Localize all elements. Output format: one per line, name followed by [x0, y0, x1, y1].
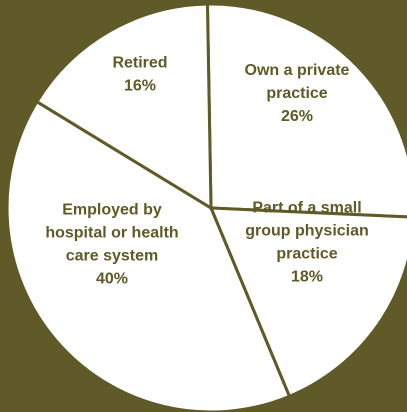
slice-category-label: group physician: [245, 223, 369, 240]
pie-outer-rim: [4, 1, 407, 412]
slice-value-label: 18%: [291, 269, 323, 286]
slice-value-label: 40%: [96, 271, 128, 288]
slice-category-label: Own a private: [245, 62, 350, 79]
slice-category-label: practice: [276, 246, 337, 263]
pie-slice-1: [205, 2, 407, 219]
slice-value-label: 16%: [124, 78, 156, 95]
slice-category-label: Part of a small: [252, 200, 361, 217]
pie-slice-label-3: Employed by hospital or health care system…: [45, 202, 178, 288]
slice-category-label: hospital or health: [45, 225, 178, 242]
pie-slice-label-2: Part of a small group physician practice 18…: [245, 200, 369, 286]
pie-slice-2: [209, 206, 407, 398]
slice-category-label: Retired: [112, 55, 167, 72]
pie-slices: [4, 1, 407, 412]
slice-value-label: 26%: [281, 108, 313, 125]
slice-category-label: Employed by: [62, 202, 162, 219]
pie-slice-4: [35, 2, 213, 210]
pie-labels: Own a private practice 26% Part of a small g…: [45, 55, 368, 288]
pie-slice-label-4: Retired 16%: [112, 55, 167, 95]
slice-category-label: care system: [66, 248, 159, 265]
slice-category-label: practice: [266, 85, 327, 102]
pie-slice-label-1: Own a private practice 26%: [245, 62, 350, 125]
